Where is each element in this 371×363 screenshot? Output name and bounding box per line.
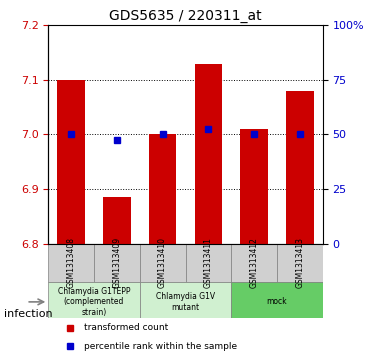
FancyBboxPatch shape xyxy=(48,282,140,318)
FancyBboxPatch shape xyxy=(94,244,140,282)
Text: GSM1313412: GSM1313412 xyxy=(250,237,259,288)
FancyBboxPatch shape xyxy=(231,244,277,282)
Text: mock: mock xyxy=(267,297,287,306)
Bar xyxy=(58,80,85,244)
FancyBboxPatch shape xyxy=(277,244,323,282)
Bar xyxy=(195,64,222,244)
Text: GSM1313413: GSM1313413 xyxy=(295,237,304,288)
Bar xyxy=(103,197,131,244)
Text: GSM1313409: GSM1313409 xyxy=(112,237,121,288)
Text: percentile rank within the sample: percentile rank within the sample xyxy=(84,342,237,351)
Title: GDS5635 / 220311_at: GDS5635 / 220311_at xyxy=(109,9,262,23)
FancyBboxPatch shape xyxy=(231,282,323,318)
Text: infection: infection xyxy=(4,309,52,319)
Bar xyxy=(240,129,268,244)
Bar xyxy=(149,134,176,244)
FancyBboxPatch shape xyxy=(140,282,231,318)
Text: transformed count: transformed count xyxy=(84,323,168,332)
FancyBboxPatch shape xyxy=(48,244,94,282)
Bar xyxy=(286,91,313,244)
Text: GSM1313411: GSM1313411 xyxy=(204,237,213,288)
Text: GSM1313408: GSM1313408 xyxy=(67,237,76,288)
Text: GSM1313410: GSM1313410 xyxy=(158,237,167,288)
Text: Chlamydia G1V
mutant: Chlamydia G1V mutant xyxy=(156,292,215,311)
FancyBboxPatch shape xyxy=(140,244,186,282)
Text: Chlamydia G1TEPP
(complemented
strain): Chlamydia G1TEPP (complemented strain) xyxy=(58,287,130,317)
FancyBboxPatch shape xyxy=(186,244,231,282)
